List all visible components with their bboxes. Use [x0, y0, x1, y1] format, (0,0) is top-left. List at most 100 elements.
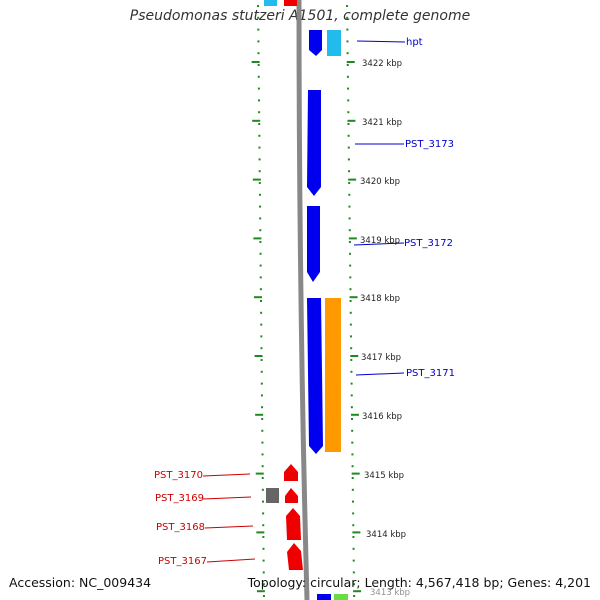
gene-hpt[interactable]: [327, 30, 341, 56]
minor-tick: [260, 347, 263, 350]
minor-tick: [349, 311, 352, 314]
minor-tick: [261, 488, 264, 491]
minor-tick: [346, 16, 349, 19]
minor-tick: [257, 99, 260, 102]
minor-tick: [260, 370, 263, 373]
gene-label-hpt[interactable]: hpt: [406, 37, 423, 48]
minor-tick: [260, 311, 263, 314]
minor-tick: [259, 217, 262, 220]
minor-tick: [351, 453, 354, 456]
major-tick: [256, 590, 265, 593]
major-tick: [251, 61, 260, 63]
gene-label-pst-3168[interactable]: PST_3168: [156, 522, 205, 533]
major-tick: [348, 178, 357, 181]
leader-pst-3170: [202, 473, 251, 477]
minor-tick: [349, 300, 352, 302]
major-tick: [252, 178, 261, 181]
minor-tick: [347, 146, 350, 149]
minor-tick: [259, 276, 262, 279]
minor-tick: [259, 205, 262, 208]
gene-label-pst-3167[interactable]: PST_3167: [158, 556, 207, 567]
gene-bottom-green[interactable]: [334, 594, 348, 600]
minor-tick: [260, 359, 263, 361]
minor-tick: [348, 170, 351, 173]
gene-bottom-blue[interactable]: [317, 594, 331, 600]
gene-pst-3167[interactable]: [287, 543, 303, 570]
minor-tick: [352, 536, 355, 538]
minor-tick: [350, 370, 353, 373]
gene-label-pst-3173[interactable]: PST_3173: [405, 139, 454, 150]
gene-label-pst-3170[interactable]: PST_3170: [154, 470, 203, 481]
minor-tick: [261, 418, 264, 420]
gene-pst-3170[interactable]: [284, 464, 298, 481]
minor-tick: [261, 406, 264, 409]
gene-top-cyan[interactable]: [264, 0, 277, 6]
gene-pst-3168[interactable]: [286, 508, 301, 540]
major-tick: [350, 413, 359, 416]
genome-backbone: [296, 0, 310, 600]
minor-tick: [352, 524, 355, 527]
left-tick-column: [251, 5, 265, 597]
minor-tick: [258, 123, 261, 125]
axis-label-3420: 3420 kbp: [360, 177, 400, 187]
minor-tick: [352, 559, 355, 562]
leader-pst-3168: [204, 525, 254, 529]
minor-tick: [260, 323, 263, 326]
minor-tick: [257, 5, 260, 7]
minor-tick: [257, 75, 260, 78]
major-tick: [352, 531, 361, 534]
major-tick: [346, 61, 355, 63]
minor-tick: [350, 359, 353, 361]
minor-tick: [348, 229, 351, 232]
minor-tick: [260, 394, 263, 397]
minor-tick: [259, 264, 262, 267]
gene-label-pst-3172[interactable]: PST_3172: [404, 238, 453, 249]
gene-pst-3169[interactable]: [285, 488, 298, 503]
axis-label-3415: 3415 kbp: [364, 471, 404, 481]
minor-tick: [262, 547, 265, 550]
minor-tick: [257, 28, 260, 31]
gene-hpt-blue[interactable]: [309, 30, 322, 56]
major-tick: [350, 355, 359, 357]
minor-tick: [350, 382, 353, 385]
minor-tick: [346, 75, 349, 78]
leader-pst-3171: [355, 372, 405, 376]
minor-tick: [258, 111, 261, 114]
minor-tick: [346, 28, 349, 31]
axis-label-3417: 3417 kbp: [361, 353, 401, 363]
minor-tick: [261, 453, 264, 456]
minor-tick: [347, 134, 350, 137]
minor-tick: [352, 583, 355, 586]
gene-label-pst-3171[interactable]: PST_3171: [406, 368, 455, 379]
major-tick: [347, 119, 356, 122]
minor-tick: [261, 465, 264, 468]
axis-label-3421: 3421 kbp: [362, 118, 402, 128]
minor-tick: [258, 134, 261, 137]
minor-tick: [348, 182, 351, 184]
major-tick: [348, 237, 357, 240]
minor-tick: [257, 16, 260, 19]
right-tick-column: [346, 5, 362, 597]
minor-tick: [259, 229, 262, 232]
gene-orange[interactable]: [325, 298, 341, 452]
gene-top-red[interactable]: [284, 0, 297, 6]
minor-tick: [353, 595, 356, 597]
minor-tick: [348, 205, 351, 208]
minor-tick: [351, 477, 354, 479]
minor-tick: [352, 547, 355, 550]
accession-text: Accession: NC_009434: [9, 575, 152, 590]
minor-tick: [262, 512, 265, 515]
minor-tick: [260, 382, 263, 385]
gene-pst-3169-gray[interactable]: [266, 488, 279, 503]
gene-label-pst-3169[interactable]: PST_3169: [155, 493, 204, 504]
major-tick: [254, 355, 263, 357]
minor-tick: [350, 406, 353, 409]
gene-pst-3171[interactable]: [307, 298, 323, 454]
gene-pst-3172[interactable]: [307, 206, 320, 282]
minor-tick: [349, 288, 352, 291]
minor-tick: [349, 252, 352, 255]
gene-pst-3173[interactable]: [307, 90, 321, 196]
axis-label-3413: 3413 kbp: [370, 588, 410, 598]
minor-tick: [261, 441, 264, 444]
minor-tick: [346, 64, 349, 66]
